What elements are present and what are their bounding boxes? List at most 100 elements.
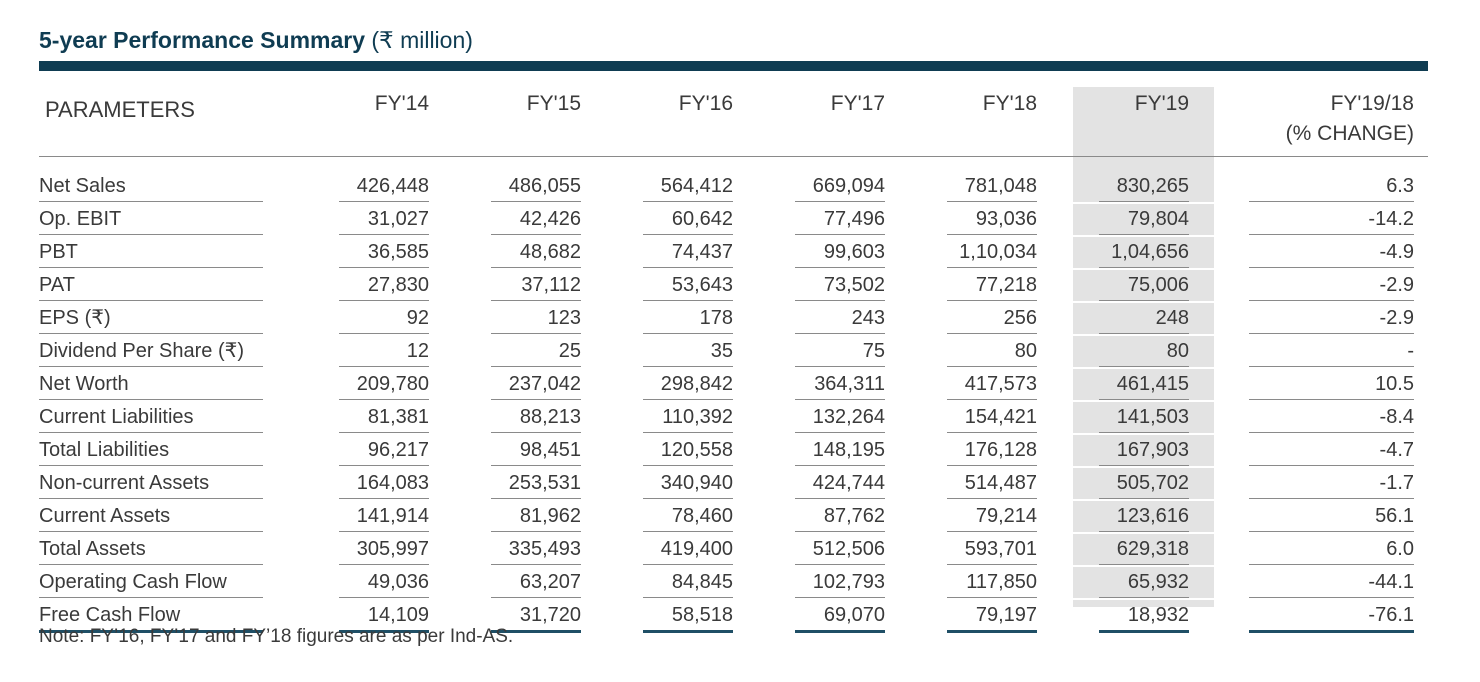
value: 486,055 [491, 171, 581, 202]
value: 781,048 [947, 171, 1037, 202]
value-cell: 99,603 [757, 237, 909, 270]
value-cell: 505,702 [1061, 468, 1213, 501]
value: 12 [339, 336, 429, 367]
value-cell: 25 [453, 336, 605, 369]
change-value: 6.3 [1249, 171, 1414, 202]
change-cell: -76.1 [1213, 600, 1428, 635]
header-change-line2: (% CHANGE) [1285, 122, 1414, 145]
value-cell: 81,962 [453, 501, 605, 534]
value: 27,830 [339, 270, 429, 301]
table-body: Net Sales 426,448 486,055 564,412 669,094 781… [39, 157, 1428, 635]
value: 1,10,034 [947, 237, 1037, 268]
value: 830,265 [1099, 171, 1189, 202]
row-label: PAT [39, 270, 263, 301]
value: 92 [339, 303, 429, 334]
value: 340,940 [643, 468, 733, 499]
performance-table: PARAMETERS FY'14 FY'15 FY'16 FY'17 FY'18… [39, 71, 1428, 635]
value-cell: 36,585 [301, 237, 453, 270]
header-fy14: FY'14 [301, 71, 453, 157]
table-row: PAT 27,830 37,112 53,643 73,502 77,218 75,006 -… [39, 270, 1428, 303]
value: 75 [795, 336, 885, 367]
value: 123,616 [1099, 501, 1189, 532]
header-fy15: FY'15 [453, 71, 605, 157]
value-cell: 154,421 [909, 402, 1061, 435]
value-cell: 78,460 [605, 501, 757, 534]
value: 335,493 [491, 534, 581, 565]
row-label: PBT [39, 237, 263, 268]
value: 669,094 [795, 171, 885, 202]
value-cell: 120,558 [605, 435, 757, 468]
value-cell: 77,496 [757, 204, 909, 237]
value-cell: 419,400 [605, 534, 757, 567]
change-cell: -44.1 [1213, 567, 1428, 600]
value: 37,112 [491, 270, 581, 301]
value-cell: 123 [453, 303, 605, 336]
value-cell: 12 [301, 336, 453, 369]
value-cell: 87,762 [757, 501, 909, 534]
value-cell: 167,903 [1061, 435, 1213, 468]
fy19-highlight-column [1073, 87, 1214, 607]
table-row: Op. EBIT 31,027 42,426 60,642 77,496 93,036 79… [39, 204, 1428, 237]
value-cell: 53,643 [605, 270, 757, 303]
row-label-cell: Net Sales [39, 171, 301, 204]
top-rule [39, 61, 1428, 71]
change-cell: 56.1 [1213, 501, 1428, 534]
value: 424,744 [795, 468, 885, 499]
value: 148,195 [795, 435, 885, 466]
header-fy17: FY'17 [757, 71, 909, 157]
value: 88,213 [491, 402, 581, 433]
row-label: Net Worth [39, 369, 263, 400]
value: 237,042 [491, 369, 581, 400]
value: 564,412 [643, 171, 733, 202]
row-label-cell: Current Assets [39, 501, 301, 534]
row-label: Total Assets [39, 534, 263, 565]
value: 120,558 [643, 435, 733, 466]
value: 305,997 [339, 534, 429, 565]
value-cell: 256 [909, 303, 1061, 336]
value-cell: 305,997 [301, 534, 453, 567]
table-row: Operating Cash Flow 49,036 63,207 84,845 102… [39, 567, 1428, 600]
value: 141,503 [1099, 402, 1189, 433]
value: 48,682 [491, 237, 581, 268]
row-label-cell: EPS (₹) [39, 303, 301, 336]
value-cell: 237,042 [453, 369, 605, 402]
value: 75,006 [1099, 270, 1189, 301]
value: 593,701 [947, 534, 1037, 565]
value-cell: 514,487 [909, 468, 1061, 501]
table-row: Non-current Assets 164,083 253,531 340,940 4… [39, 468, 1428, 501]
value-cell: 564,412 [605, 171, 757, 204]
value-cell: 426,448 [301, 171, 453, 204]
change-value: -44.1 [1249, 567, 1414, 598]
value: 132,264 [795, 402, 885, 433]
table-row: Total Assets 305,997 335,493 419,400 512,506… [39, 534, 1428, 567]
value: 87,762 [795, 501, 885, 532]
value-cell: 98,451 [453, 435, 605, 468]
change-value: -1.7 [1249, 468, 1414, 499]
row-label: Net Sales [39, 171, 263, 202]
value-cell: 335,493 [453, 534, 605, 567]
value-cell: 417,573 [909, 369, 1061, 402]
value-cell: 75,006 [1061, 270, 1213, 303]
value-cell: 79,804 [1061, 204, 1213, 237]
title-unit: (₹ million) [371, 27, 473, 53]
value-cell: 65,932 [1061, 567, 1213, 600]
table-row: Net Sales 426,448 486,055 564,412 669,094 781… [39, 171, 1428, 204]
header-parameters: PARAMETERS [39, 71, 301, 157]
change-value: - [1249, 336, 1414, 367]
value-cell: 110,392 [605, 402, 757, 435]
change-cell: -4.7 [1213, 435, 1428, 468]
value: 25 [491, 336, 581, 367]
value-cell: 93,036 [909, 204, 1061, 237]
row-label: Free Cash Flow [39, 600, 263, 633]
table-title: 5-year Performance Summary (₹ million) [39, 27, 473, 54]
table-row: Free Cash Flow 14,109 31,720 58,518 69,070 79… [39, 600, 1428, 635]
row-label-cell: Op. EBIT [39, 204, 301, 237]
value: 243 [795, 303, 885, 334]
value-cell: 486,055 [453, 171, 605, 204]
value: 60,642 [643, 204, 733, 235]
change-value: 56.1 [1249, 501, 1414, 532]
value: 84,845 [643, 567, 733, 598]
change-value: 6.0 [1249, 534, 1414, 565]
value-cell: 27,830 [301, 270, 453, 303]
value: 69,070 [795, 600, 885, 633]
